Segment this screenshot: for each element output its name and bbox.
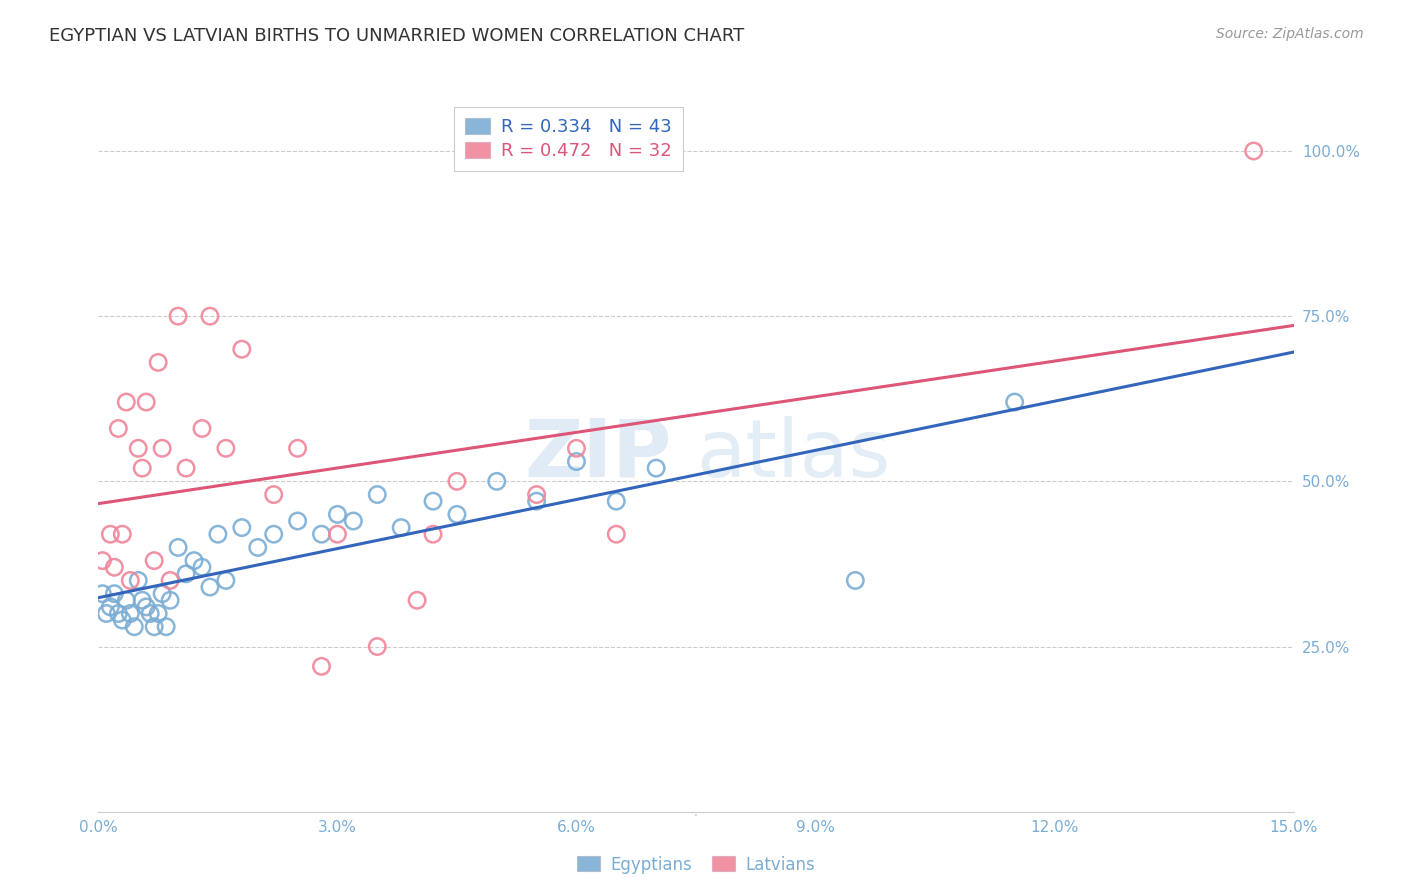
Point <box>98 599 122 614</box>
Point <box>115 593 138 607</box>
Point <box>155 620 177 634</box>
Point <box>526 494 548 508</box>
Point <box>103 587 125 601</box>
Point <box>131 593 153 607</box>
Point <box>91 554 114 568</box>
Point <box>167 541 190 555</box>
Point <box>342 514 364 528</box>
Point <box>207 527 229 541</box>
Legend: Egyptians, Latvians: Egyptians, Latvians <box>568 847 824 882</box>
Point <box>326 527 349 541</box>
Point <box>124 620 146 634</box>
Point <box>422 527 444 541</box>
Point <box>191 421 214 435</box>
Point <box>120 607 142 621</box>
Point <box>389 520 412 534</box>
Point <box>167 309 190 323</box>
Point <box>263 527 285 541</box>
Point <box>215 442 238 456</box>
Text: EGYPTIAN VS LATVIAN BIRTHS TO UNMARRIED WOMEN CORRELATION CHART: EGYPTIAN VS LATVIAN BIRTHS TO UNMARRIED … <box>49 27 744 45</box>
Point <box>148 607 170 621</box>
Point <box>263 487 285 501</box>
Point <box>605 494 627 508</box>
Point <box>246 541 269 555</box>
Point <box>107 421 129 435</box>
Y-axis label: Births to Unmarried Women: Births to Unmarried Women <box>0 348 7 562</box>
Text: Source: ZipAtlas.com: Source: ZipAtlas.com <box>1216 27 1364 41</box>
Point <box>183 554 205 568</box>
Point <box>91 587 114 601</box>
Point <box>406 593 429 607</box>
Point <box>120 574 142 588</box>
Point <box>311 659 333 673</box>
Point <box>215 574 238 588</box>
Point <box>135 395 157 409</box>
Point <box>198 580 221 594</box>
Point <box>150 587 173 601</box>
Point <box>150 442 173 456</box>
Point <box>287 514 309 528</box>
Point <box>366 640 388 654</box>
Point <box>111 527 134 541</box>
Point <box>446 508 468 522</box>
Point <box>131 461 153 475</box>
Point <box>143 554 166 568</box>
Point <box>287 442 309 456</box>
Point <box>1243 144 1265 158</box>
Point <box>645 461 668 475</box>
Point <box>311 527 333 541</box>
Point <box>1004 395 1026 409</box>
Point <box>191 560 214 574</box>
Point <box>115 395 138 409</box>
Point <box>422 494 444 508</box>
Point <box>446 475 468 489</box>
Point <box>148 355 170 369</box>
Point <box>565 454 588 468</box>
Point <box>174 566 197 581</box>
Point <box>526 487 548 501</box>
Point <box>98 527 122 541</box>
Point <box>111 613 134 627</box>
Point <box>231 520 253 534</box>
Point <box>198 309 221 323</box>
Point <box>143 620 166 634</box>
Point <box>103 560 125 574</box>
Point <box>231 342 253 356</box>
Point <box>127 574 149 588</box>
Point <box>107 607 129 621</box>
Point <box>485 475 508 489</box>
Point <box>565 442 588 456</box>
Text: ZIP: ZIP <box>524 416 672 494</box>
Point <box>159 593 181 607</box>
Point <box>326 508 349 522</box>
Point <box>844 574 866 588</box>
Point <box>135 599 157 614</box>
Point <box>366 487 388 501</box>
Point <box>159 574 181 588</box>
Point <box>605 527 627 541</box>
Point <box>127 442 149 456</box>
Point <box>139 607 162 621</box>
Point <box>96 607 118 621</box>
Point <box>174 461 197 475</box>
Text: atlas: atlas <box>696 416 890 494</box>
